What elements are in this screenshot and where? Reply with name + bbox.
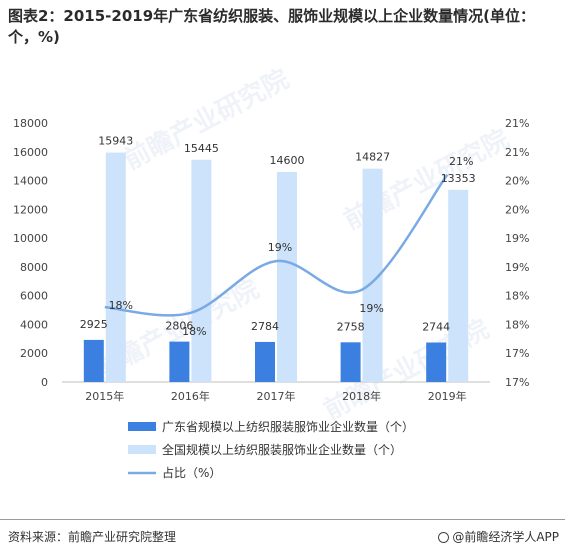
y-right-tick-label: 20% [505, 175, 529, 188]
bar-guangdong-label: 2784 [251, 320, 279, 333]
bar-guangdong-label: 2806 [165, 320, 193, 333]
y-right-tick-label: 17% [505, 347, 529, 360]
bar-guangdong [340, 342, 361, 382]
y-right-tick-label: 17% [505, 376, 529, 389]
legend-swatch-guangdong [128, 422, 156, 431]
ratio-point-label: 18% [182, 325, 206, 338]
bar-national [362, 168, 383, 382]
bar-national-label: 13353 [441, 172, 476, 185]
bar-national-label: 14827 [355, 151, 390, 164]
bar-national-label: 15445 [184, 142, 219, 155]
footer: 资料来源：前瞻产业研究院整理 @前瞻经济学人APP [0, 519, 565, 552]
y-left-tick-label: 2000 [20, 347, 48, 360]
y-left-tick-label: 10000 [13, 232, 48, 245]
x-tick-label: 2015年 [85, 389, 124, 403]
y-left-tick-label: 0 [41, 376, 48, 389]
brand-text: @前瞻经济学人APP [452, 530, 559, 544]
ratio-point-label: 19% [268, 241, 292, 254]
y-left-tick-label: 12000 [13, 203, 48, 216]
y-right-tick-label: 19% [505, 232, 529, 245]
ratio-point-label: 18% [109, 299, 133, 312]
y-right-tick-label: 21% [505, 146, 529, 159]
bar-national-label: 15943 [98, 135, 133, 148]
y-left-tick-label: 16000 [13, 146, 48, 159]
source-note: 资料来源：前瞻产业研究院整理 [8, 530, 177, 544]
bar-guangdong [255, 341, 275, 382]
brand-logo-icon [438, 532, 450, 543]
y-left-tick-label: 6000 [20, 290, 48, 303]
y-right-tick-label: 20% [505, 203, 529, 216]
bar-guangdong-label: 2758 [337, 320, 365, 333]
bar-guangdong-label: 2925 [80, 318, 108, 331]
chart: 前瞻产业研究院 前瞻产业研究院 前瞻产业研究院 前瞻产业研究院 02000400… [13, 63, 529, 480]
y-left-tick-label: 4000 [20, 318, 48, 331]
bar-national [105, 152, 126, 382]
chart-title: 图表2：2015-2019年广东省纺织服装、服饰业规模以上企业数量情况(单位：个… [8, 7, 536, 46]
y-left-tick-label: 8000 [20, 261, 48, 274]
bar-national [277, 171, 297, 382]
ratio-point-label: 21% [449, 155, 473, 168]
x-tick-label: 2019年 [428, 389, 467, 403]
x-tick-label: 2017年 [257, 389, 296, 403]
brand-credit: @前瞻经济学人APP [438, 528, 559, 545]
legend-label-ratio: 占比（%） [162, 465, 221, 480]
bar-guangdong-label: 2744 [422, 321, 450, 334]
x-tick-label: 2016年 [171, 389, 210, 403]
legend-label-national: 全国规模以上纺织服装服饰业企业数量（个） [162, 442, 402, 457]
bar-guangdong [426, 342, 447, 382]
bar-guangdong [169, 341, 190, 382]
legend-swatch-national [128, 445, 156, 454]
legend-label-guangdong: 广东省规模以上纺织服装服饰业企业数量（个） [162, 419, 414, 434]
ratio-point-label: 19% [359, 302, 383, 315]
y-right-tick-label: 19% [505, 261, 529, 274]
y-left-tick-label: 18000 [13, 117, 48, 130]
x-tick-label: 2018年 [342, 389, 381, 403]
bar-national [191, 159, 212, 382]
svg-text:前瞻产业研究院: 前瞻产业研究院 [119, 63, 294, 176]
y-right-tick-label: 21% [505, 117, 529, 130]
ratio-line [104, 174, 449, 317]
bar-national [448, 189, 469, 382]
y-right-tick-label: 18% [505, 290, 529, 303]
bar-national-label: 14600 [270, 154, 305, 167]
y-left-tick-label: 14000 [13, 175, 48, 188]
y-right-tick-label: 18% [505, 318, 529, 331]
bar-guangdong [83, 339, 104, 382]
